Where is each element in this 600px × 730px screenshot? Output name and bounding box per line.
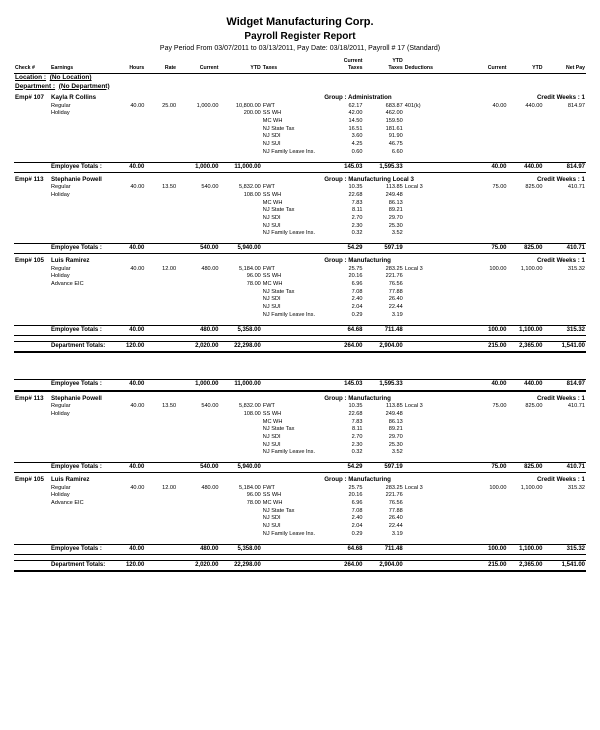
earning-row: NJ SUI2.3025.30: [14, 441, 586, 449]
location-row: Location : (No Location): [14, 73, 586, 82]
employee-totals: Employee Totals :40.00540.005,940.0054.2…: [14, 244, 586, 254]
employee-totals: Employee Totals :40.00480.005,358.0064.6…: [14, 544, 586, 554]
earning-row: NJ SUI2.0422.44: [14, 304, 586, 312]
earning-row: NJ SDI2.7029.70: [14, 214, 586, 222]
earning-row: NJ State Tax8.1189.21: [14, 426, 586, 434]
earning-row: Holiday108.00 SS WH22.68249.48: [14, 191, 586, 199]
earning-row: MC WH7.8386.13: [14, 199, 586, 207]
earning-row: NJ SUI2.0422.44: [14, 523, 586, 531]
employee-header: Emp# 113Stephanie Powell Group : Manufac…: [14, 391, 586, 403]
earning-row: NJ Family Leave Ins.0.293.19: [14, 311, 586, 319]
employee-totals: Employee Totals :40.001,000.0011,000.001…: [14, 380, 586, 391]
earning-row: NJ State Tax7.0877.88: [14, 288, 586, 296]
employee-totals: Employee Totals :40.00540.005,940.0054.2…: [14, 463, 586, 473]
earning-row: NJ State Tax8.1189.21: [14, 207, 586, 215]
earning-row: NJ State Tax16.51181.61: [14, 125, 586, 133]
earning-row: Advance EIC78.00 MC WH6.9676.56: [14, 281, 586, 289]
earning-row: Holiday108.00 SS WH22.68249.48: [14, 410, 586, 418]
earning-row: MC WH14.50159.50: [14, 117, 586, 125]
earning-row: Regular40.0012.00480.005,184.00 FWT25.75…: [14, 484, 586, 492]
report-title: Payroll Register Report: [14, 31, 586, 43]
earning-row: Regular40.0013.50540.005,832.00 FWT10.35…: [14, 403, 586, 411]
column-header-top: Current YTD: [14, 58, 586, 65]
earning-row: Holiday96.00 SS WH20.16221.76: [14, 273, 586, 281]
earning-row: Advance EIC78.00 MC WH6.9676.56: [14, 500, 586, 508]
earning-row: Regular40.0013.50540.005,832.00 FWT10.35…: [14, 184, 586, 192]
employee-header: Emp# 113Stephanie Powell Group : Manufac…: [14, 172, 586, 183]
earning-row: NJ SDI2.7029.70: [14, 433, 586, 441]
earning-row: NJ Family Leave Ins.0.293.19: [14, 530, 586, 538]
earning-row: Holiday200.00 SS WH42.00462.00: [14, 110, 586, 118]
report-subtitle: Pay Period From 03/07/2011 to 03/13/2011…: [14, 45, 586, 53]
department-totals: Department Totals:120.002,020.0022,298.0…: [14, 560, 586, 571]
report-table: Current YTD Check # Earnings Hours Rate …: [14, 58, 586, 572]
earning-row: NJ State Tax7.0877.88: [14, 507, 586, 515]
employee-header: Emp# 107Kayla R Collins Group : Administ…: [14, 91, 586, 102]
earning-row: MC WH7.8386.13: [14, 418, 586, 426]
earning-row: Holiday96.00 SS WH20.16221.76: [14, 492, 586, 500]
earning-row: Regular40.0012.00480.005,184.00 FWT25.75…: [14, 265, 586, 273]
earning-row: Regular40.0025.001,000.0010,800.00 FWT62…: [14, 102, 586, 110]
earning-row: NJ SDI3.6091.90: [14, 133, 586, 141]
employee-totals: Employee Totals :40.00480.005,358.0064.6…: [14, 325, 586, 335]
payroll-register-report: Widget Manufacturing Corp. Payroll Regis…: [0, 0, 600, 730]
column-header: Check # Earnings Hours Rate Current YTD …: [14, 65, 586, 73]
employee-totals: Employee Totals :40.001,000.0011,000.001…: [14, 162, 586, 172]
company-name: Widget Manufacturing Corp.: [14, 16, 586, 29]
earning-row: NJ Family Leave Ins.0.606.60: [14, 148, 586, 156]
earning-row: NJ SUI2.3025.30: [14, 222, 586, 230]
department-totals: Department Totals:120.002,020.0022,298.0…: [14, 341, 586, 352]
employee-header: Emp# 105Luis Ramirez Group : Manufacturi…: [14, 254, 586, 265]
department-row: Department : (No Department): [14, 82, 586, 91]
earning-row: NJ Family Leave Ins.0.323.52: [14, 449, 586, 457]
earning-row: NJ SDI2.4026.40: [14, 515, 586, 523]
earning-row: NJ SUI4.2546.75: [14, 141, 586, 149]
employee-header: Emp# 105Luis Ramirez Group : Manufacturi…: [14, 473, 586, 484]
earning-row: NJ Family Leave Ins.0.323.52: [14, 230, 586, 238]
earning-row: NJ SDI2.4026.40: [14, 296, 586, 304]
